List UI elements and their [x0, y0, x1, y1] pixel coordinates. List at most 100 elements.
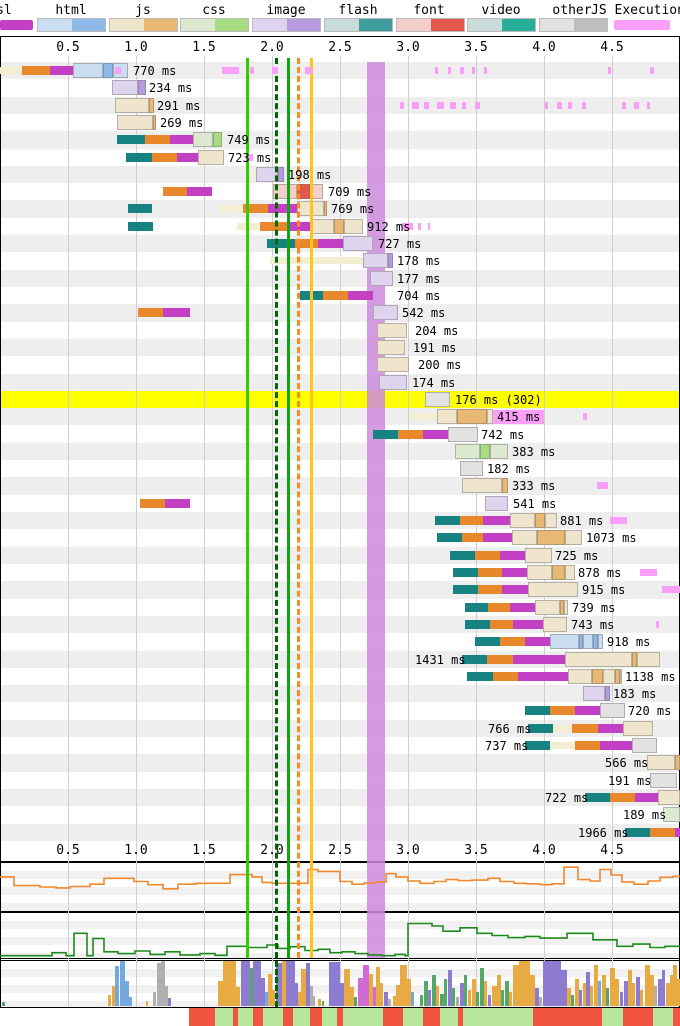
request-segment-ssl[interactable] [575, 706, 600, 716]
request-segment-dns[interactable] [525, 741, 550, 751]
request-segment-js_d[interactable] [153, 114, 156, 130]
request-segment-ssl[interactable] [675, 827, 680, 837]
request-segment-con[interactable] [650, 827, 675, 837]
request-segment-js_l[interactable] [543, 616, 567, 632]
request-segment-js_l[interactable] [117, 114, 153, 130]
request-segment-ssl[interactable] [318, 239, 343, 249]
waterfall-row[interactable]: 204 ms [0, 322, 680, 339]
waterfall-row[interactable]: 269 ms [0, 114, 680, 131]
waterfall-row[interactable]: 915 ms [0, 581, 680, 598]
request-segment-js_l[interactable] [603, 668, 615, 684]
waterfall-row[interactable]: 1073 ms [0, 529, 680, 546]
request-segment-img_d[interactable] [138, 80, 146, 96]
request-segment-img_l[interactable] [343, 236, 373, 252]
waterfall-row[interactable]: 189 ms [0, 806, 680, 823]
waterfall-row[interactable]: 182 ms [0, 460, 680, 477]
request-segment-oth_l[interactable] [632, 738, 657, 754]
waterfall-row[interactable]: 200 ms [0, 356, 680, 373]
request-segment-cream[interactable] [553, 724, 572, 732]
request-segment-ssl[interactable] [483, 533, 512, 543]
waterfall-row[interactable]: 739 ms [0, 599, 680, 616]
request-segment-js_d[interactable] [457, 409, 487, 425]
waterfall-row[interactable]: 191 ms [0, 772, 680, 789]
request-segment-js_l[interactable] [637, 651, 660, 667]
waterfall-row[interactable]: 709 ms [0, 183, 680, 200]
waterfall-row[interactable]: 383 ms [0, 443, 680, 460]
waterfall-row[interactable]: 881 ms [0, 512, 680, 529]
request-segment-html_l[interactable] [583, 634, 593, 650]
request-segment-js_l[interactable] [510, 513, 535, 529]
request-segment-con[interactable] [478, 585, 502, 595]
request-segment-ssl[interactable] [518, 671, 568, 681]
waterfall-row[interactable]: 198 ms [0, 166, 680, 183]
request-segment-img_d[interactable] [388, 253, 393, 269]
request-segment-ssl[interactable] [525, 637, 550, 647]
request-segment-js_d[interactable] [334, 218, 344, 234]
request-segment-con[interactable] [22, 66, 50, 75]
request-segment-js_l[interactable] [658, 790, 680, 806]
request-segment-ssl[interactable] [170, 135, 193, 145]
request-segment-js_l[interactable] [535, 599, 560, 615]
request-segment-oth_l[interactable] [448, 426, 478, 442]
request-segment-con[interactable] [140, 498, 165, 508]
request-segment-dns[interactable] [117, 135, 145, 145]
request-segment-con[interactable] [398, 429, 423, 439]
request-segment-js_l[interactable] [115, 97, 149, 113]
request-segment-dns[interactable] [467, 671, 493, 681]
request-segment-js_l[interactable] [565, 651, 632, 667]
request-segment-dns[interactable] [453, 585, 478, 595]
request-segment-con[interactable] [260, 221, 287, 231]
request-segment-con[interactable] [550, 706, 575, 716]
request-segment-js_l[interactable] [377, 339, 405, 355]
request-segment-ssl[interactable] [513, 619, 543, 629]
waterfall-row[interactable]: 1138 ms [0, 668, 680, 685]
request-segment-html_l[interactable] [73, 63, 103, 78]
request-segment-con[interactable] [243, 204, 268, 214]
request-segment-con[interactable] [487, 654, 513, 664]
request-segment-oth_l[interactable] [650, 772, 677, 788]
waterfall-row[interactable]: 333 ms [0, 477, 680, 494]
request-segment-js_d[interactable] [632, 651, 637, 667]
request-segment-ssl[interactable] [423, 429, 448, 439]
request-segment-ssl[interactable] [50, 66, 73, 75]
request-segment-ssl[interactable] [600, 741, 632, 751]
request-segment-dns[interactable] [465, 602, 488, 612]
request-segment-con[interactable] [610, 793, 635, 803]
waterfall-row[interactable]: 725 ms [0, 547, 680, 564]
waterfall-row[interactable]: 415 ms [0, 408, 680, 425]
request-segment-ssl[interactable] [510, 602, 535, 612]
waterfall-row[interactable]: 737 ms [0, 737, 680, 754]
request-segment-con[interactable] [575, 741, 600, 751]
request-segment-js_d[interactable] [560, 599, 564, 615]
request-segment-js_l[interactable] [377, 322, 407, 338]
request-segment-img_d[interactable] [605, 686, 610, 702]
waterfall-row[interactable]: 918 ms [0, 633, 680, 650]
request-segment-js_l[interactable] [564, 599, 568, 615]
request-segment-con[interactable] [493, 671, 518, 681]
request-segment-ssl[interactable] [598, 723, 623, 733]
request-segment-cream[interactable] [270, 257, 363, 265]
request-segment-js_d[interactable] [324, 201, 327, 217]
request-segment-con[interactable] [460, 516, 483, 526]
waterfall-row[interactable]: 177 ms [0, 270, 680, 287]
request-segment-js_d[interactable] [537, 530, 565, 546]
request-segment-img_l[interactable] [583, 686, 605, 702]
request-segment-dns[interactable] [373, 429, 398, 439]
request-segment-cream[interactable] [550, 742, 575, 750]
request-segment-ssl[interactable] [348, 291, 373, 301]
request-segment-cream[interactable] [0, 67, 22, 74]
request-segment-ssl[interactable] [502, 585, 528, 595]
waterfall-row[interactable]: 183 ms [0, 685, 680, 702]
request-segment-js_l[interactable] [344, 218, 363, 234]
waterfall-row[interactable]: 770 ms [0, 62, 680, 79]
request-segment-cream[interactable] [220, 205, 243, 213]
request-segment-js_l[interactable] [545, 513, 557, 529]
waterfall-row[interactable]: 769 ms [0, 200, 680, 217]
request-segment-js_l[interactable] [487, 409, 493, 425]
request-segment-ssl[interactable] [513, 654, 565, 664]
request-segment-dns[interactable] [525, 706, 550, 716]
request-segment-js_d[interactable] [552, 564, 565, 580]
request-segment-js_d[interactable] [592, 668, 603, 684]
request-segment-cream[interactable] [410, 413, 437, 421]
waterfall-row[interactable]: 191 ms [0, 339, 680, 356]
